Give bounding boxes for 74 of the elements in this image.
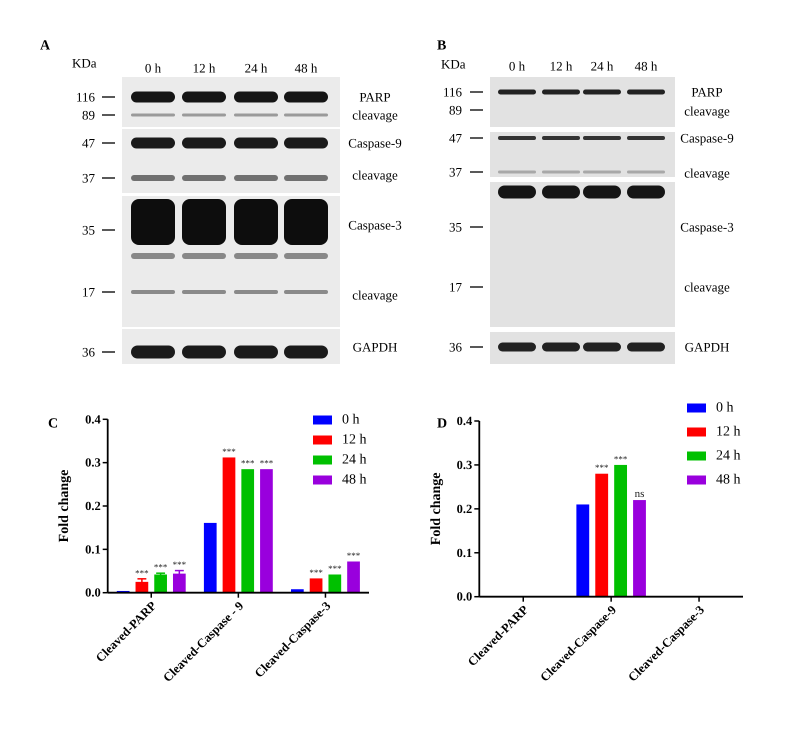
category-label: 0 h (508, 58, 526, 74)
legend-label: 48 h (342, 472, 366, 488)
text: 89 (449, 102, 462, 118)
text: 89 (82, 108, 95, 122)
y-tick-label: 0.4 (456, 414, 474, 428)
text: cleavage (352, 288, 398, 302)
data-label: *** (222, 446, 236, 456)
text: 35 (449, 220, 462, 234)
data-label: *** (309, 567, 324, 578)
category-label: 24 h (590, 58, 614, 74)
data-label: *** (614, 454, 628, 464)
category-label: 0 h (144, 60, 162, 76)
text: PARP (359, 90, 391, 104)
chart-title: C (48, 416, 58, 432)
y-tick-label: 0.0 (85, 586, 101, 600)
text: Caspase-9 (680, 130, 734, 146)
text: 37 (449, 164, 462, 180)
y-tick-label: 0.4 (85, 412, 102, 426)
text: 47 (449, 130, 462, 146)
text: cleavage (684, 280, 730, 294)
data-label: *** (154, 562, 168, 572)
data-label: *** (172, 560, 187, 570)
text: 17 (82, 284, 96, 300)
text: 116 (76, 90, 96, 104)
legend-label: 12 h (342, 432, 366, 448)
text: GAPDH (684, 340, 730, 354)
y-tick-label: 0.0 (456, 590, 472, 604)
text: 47 (82, 136, 96, 150)
text: cleavage (352, 108, 398, 122)
data-label: *** (594, 462, 609, 473)
data-label: *** (135, 568, 150, 578)
y-tick-label: 0.1 (456, 546, 472, 560)
text: 36 (449, 340, 462, 354)
legend-label: 24 h (716, 448, 740, 464)
legend-label: 24 h (342, 452, 366, 468)
legend-label: 0 h (342, 412, 360, 428)
category-label: 12 h (550, 58, 573, 74)
data-label: *** (260, 458, 274, 468)
text: cleavage (684, 104, 730, 118)
text: Caspase-9 (348, 136, 402, 150)
category-label: 12 h (192, 60, 216, 76)
text: KDa (72, 56, 97, 70)
text: 36 (82, 344, 96, 360)
text: Caspase-3 (680, 220, 734, 234)
data-label: *** (240, 458, 255, 468)
text: B (437, 38, 446, 54)
text: Caspase-3 (348, 218, 402, 232)
legend-label: 12 h (716, 424, 740, 440)
legend-label: 48 h (716, 472, 740, 488)
text: KDa (441, 56, 466, 72)
chart-title: D (437, 416, 448, 432)
legend-label: 0 h (716, 400, 734, 416)
text: 116 (442, 84, 462, 100)
y-tick-label: 0.2 (85, 499, 101, 513)
category-label: 24 h (244, 60, 268, 76)
y-tick-label: 0.3 (85, 456, 101, 470)
text: PARP (691, 84, 723, 100)
data-label: *** (328, 563, 342, 574)
text: cleavage (352, 168, 398, 182)
text: cleavage (684, 166, 730, 180)
text: 17 (449, 280, 462, 294)
data-label: ns (634, 488, 644, 500)
text: 37 (82, 170, 96, 186)
category-label: 48 h (634, 58, 658, 74)
data-label: *** (346, 550, 361, 560)
y-axis-title: Fold change (57, 470, 72, 542)
y-tick-label: 0.2 (456, 502, 472, 516)
y-tick-label: 0.1 (85, 542, 101, 556)
text: A (40, 38, 51, 54)
text: 35 (82, 222, 95, 238)
y-axis-title: Fold change (428, 472, 444, 546)
y-tick-label: 0.3 (456, 458, 472, 472)
category-label: 48 h (294, 60, 318, 76)
text: GAPDH (352, 340, 398, 354)
